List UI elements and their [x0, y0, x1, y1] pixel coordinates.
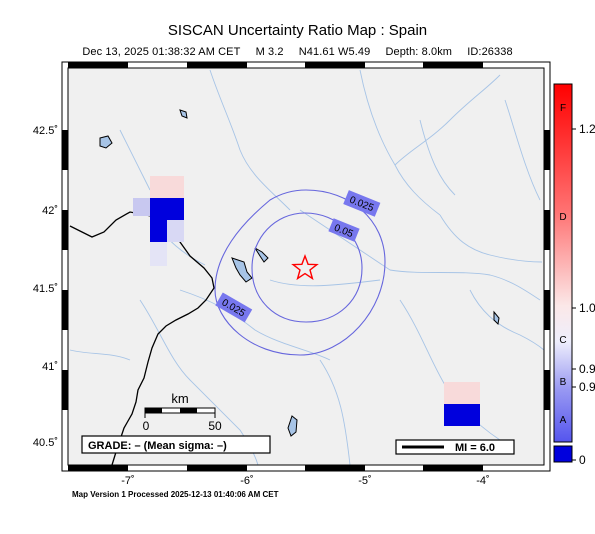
- longitude-labels: -7˚ -6˚ -5˚ -4˚: [121, 475, 489, 487]
- lat-label: 42.5˚: [33, 125, 58, 137]
- lat-label: 41˚: [42, 361, 58, 373]
- colorbar-value: 0.9: [579, 380, 595, 394]
- mi-legend: MI = 6.0: [395, 439, 515, 455]
- uncertainty-contours: [214, 189, 386, 356]
- lon-label: -4˚: [476, 475, 489, 487]
- lon-label: -7˚: [121, 475, 134, 487]
- colorbar-value: 1.2: [579, 122, 595, 136]
- event-magnitude: M 3.2: [255, 46, 284, 58]
- colorbar-value: 0.9: [579, 362, 595, 376]
- grade-text: GRADE: – (Mean sigma: –): [88, 440, 227, 452]
- colorbar-value: 0: [579, 453, 586, 467]
- lat-label: 42˚: [42, 205, 58, 217]
- national-border: [69, 211, 215, 466]
- processing-footer: Map Version 1 Processed 2025-12-13 01:40…: [72, 490, 279, 499]
- reservoirs: [99, 109, 500, 437]
- event-location: N41.61 W5.49: [298, 46, 371, 58]
- scale-end: 50: [208, 419, 222, 433]
- lat-label: 41.5˚: [33, 283, 58, 295]
- mi-legend-text: MI = 6.0: [455, 442, 495, 454]
- grade-letter: D: [559, 212, 566, 223]
- event-date: Dec 13, 2025 01:38:32 AM CET: [82, 46, 241, 58]
- ratio-cells-east: [444, 382, 480, 426]
- colorbar-value: 1.0: [579, 301, 595, 315]
- colorbar: F D C B A 1.2 1.0 0.9 0.9 0: [553, 83, 595, 467]
- grade-letter: A: [560, 415, 567, 426]
- grade-letter: F: [560, 103, 566, 114]
- lon-label: -6˚: [240, 475, 253, 487]
- map-frame: [61, 61, 551, 472]
- grade-box: GRADE: – (Mean sigma: –): [81, 435, 271, 454]
- epicenter-star-icon: [291, 253, 319, 281]
- grade-letter: B: [560, 377, 567, 388]
- scale-start: 0: [143, 419, 150, 433]
- scale-unit: km: [171, 391, 188, 406]
- map-title: SISCAN Uncertainty Ratio Map : Spain: [167, 22, 428, 39]
- ratio-cells-west: [133, 176, 184, 266]
- lon-label: -5˚: [358, 475, 371, 487]
- map-subtitle: Dec 13, 2025 01:38:32 AM CET M 3.2 N41.6…: [0, 46, 595, 58]
- scale-bar: km 0 50: [143, 391, 222, 433]
- grade-letter: C: [559, 335, 566, 346]
- latitude-labels: 42.5˚ 42˚ 41.5˚ 41˚ 40.5˚: [33, 125, 58, 449]
- lat-label: 40.5˚: [33, 437, 58, 449]
- event-id: ID:26338: [467, 46, 513, 58]
- event-depth: Depth: 8.0km: [385, 46, 453, 58]
